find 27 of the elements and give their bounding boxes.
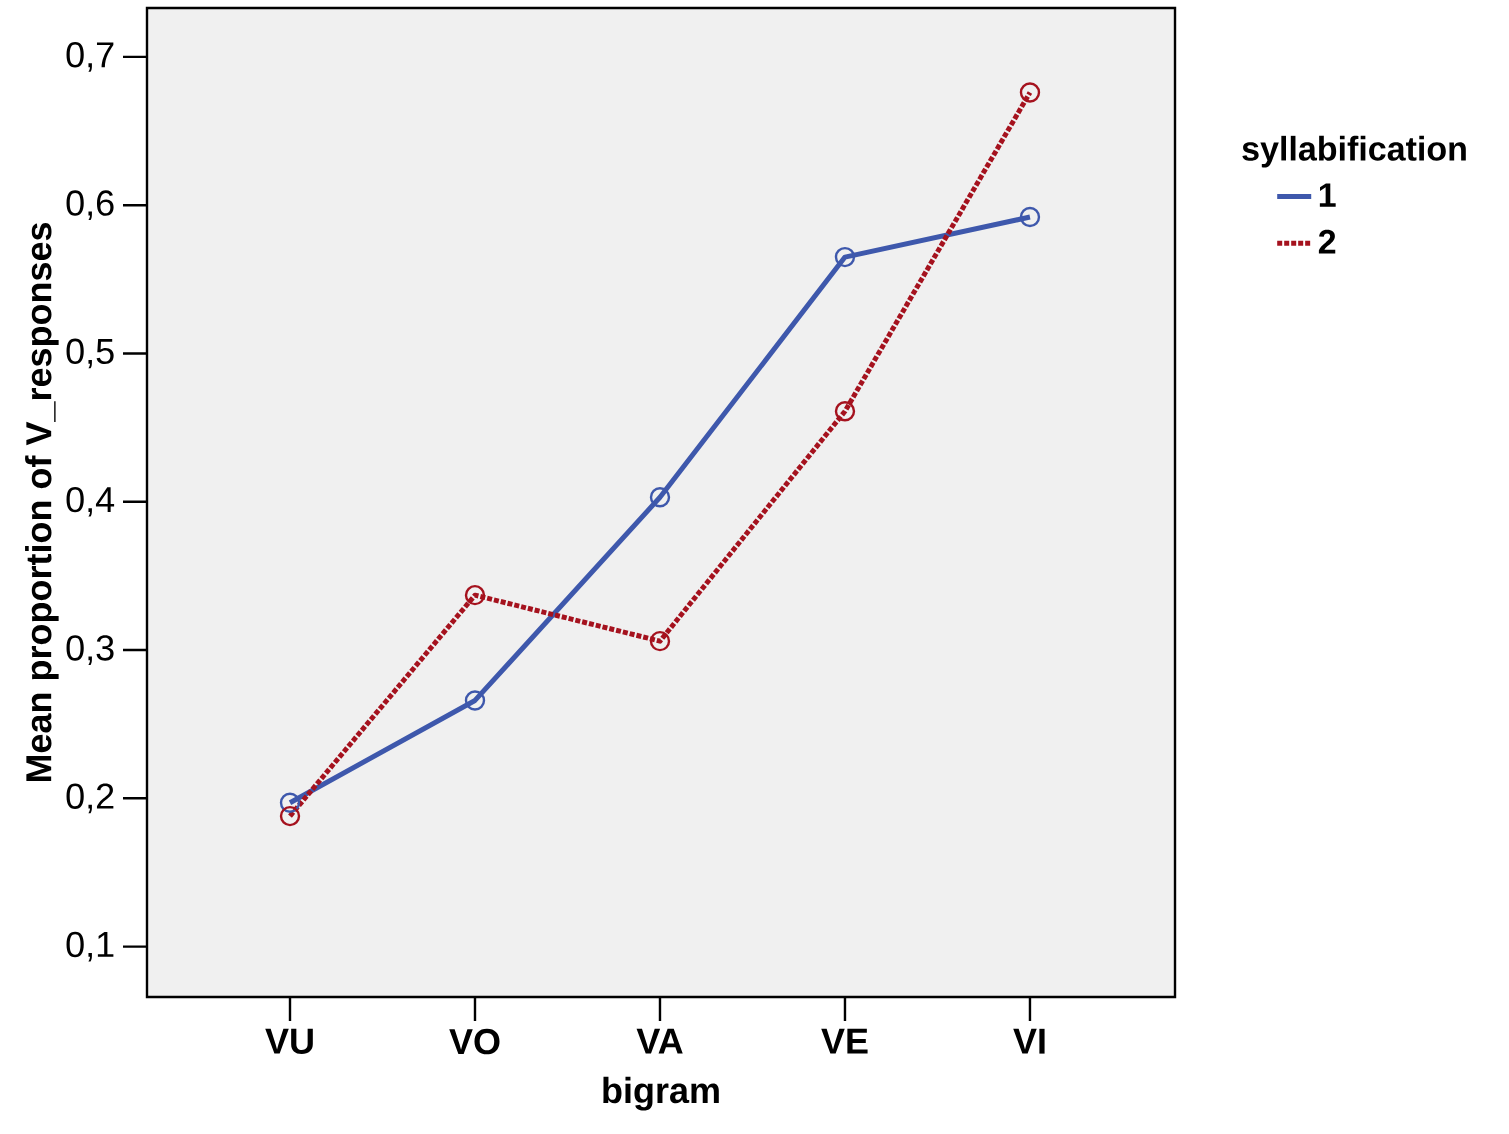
- y-tick-label: 0,4: [66, 486, 115, 517]
- x-tick-label: VO: [449, 1028, 500, 1055]
- y-tick-label: 0,6: [66, 190, 114, 221]
- point: [464, 690, 486, 711]
- x-tick-label: VU: [265, 1028, 313, 1054]
- point: [1019, 206, 1041, 228]
- y-tick-label: 0,7: [66, 42, 114, 72]
- y-axis-title: Mean proportion of V_responses: [25, 222, 59, 782]
- point: [834, 246, 856, 268]
- point: [649, 487, 671, 508]
- legend-label: 1: [1319, 183, 1336, 207]
- y-tick-label: 0,5: [66, 338, 114, 369]
- point: [1019, 82, 1041, 103]
- x-axis-title: bigram: [603, 1076, 719, 1111]
- y-tick-label: 0,3: [66, 635, 114, 665]
- y-tick-label: 0,1: [66, 931, 114, 962]
- point: [834, 401, 856, 422]
- y-tick-label: 0,2: [66, 783, 114, 814]
- x-tick-label: VI: [1013, 1028, 1045, 1054]
- point: [464, 584, 486, 606]
- x-tick-label: VE: [821, 1028, 868, 1054]
- legend-label: 2: [1318, 229, 1336, 254]
- x-tick-label: VA: [636, 1028, 683, 1054]
- legend-title: syllabification: [1242, 135, 1466, 168]
- point: [649, 630, 671, 652]
- point: [279, 792, 301, 813]
- point: [279, 805, 301, 827]
